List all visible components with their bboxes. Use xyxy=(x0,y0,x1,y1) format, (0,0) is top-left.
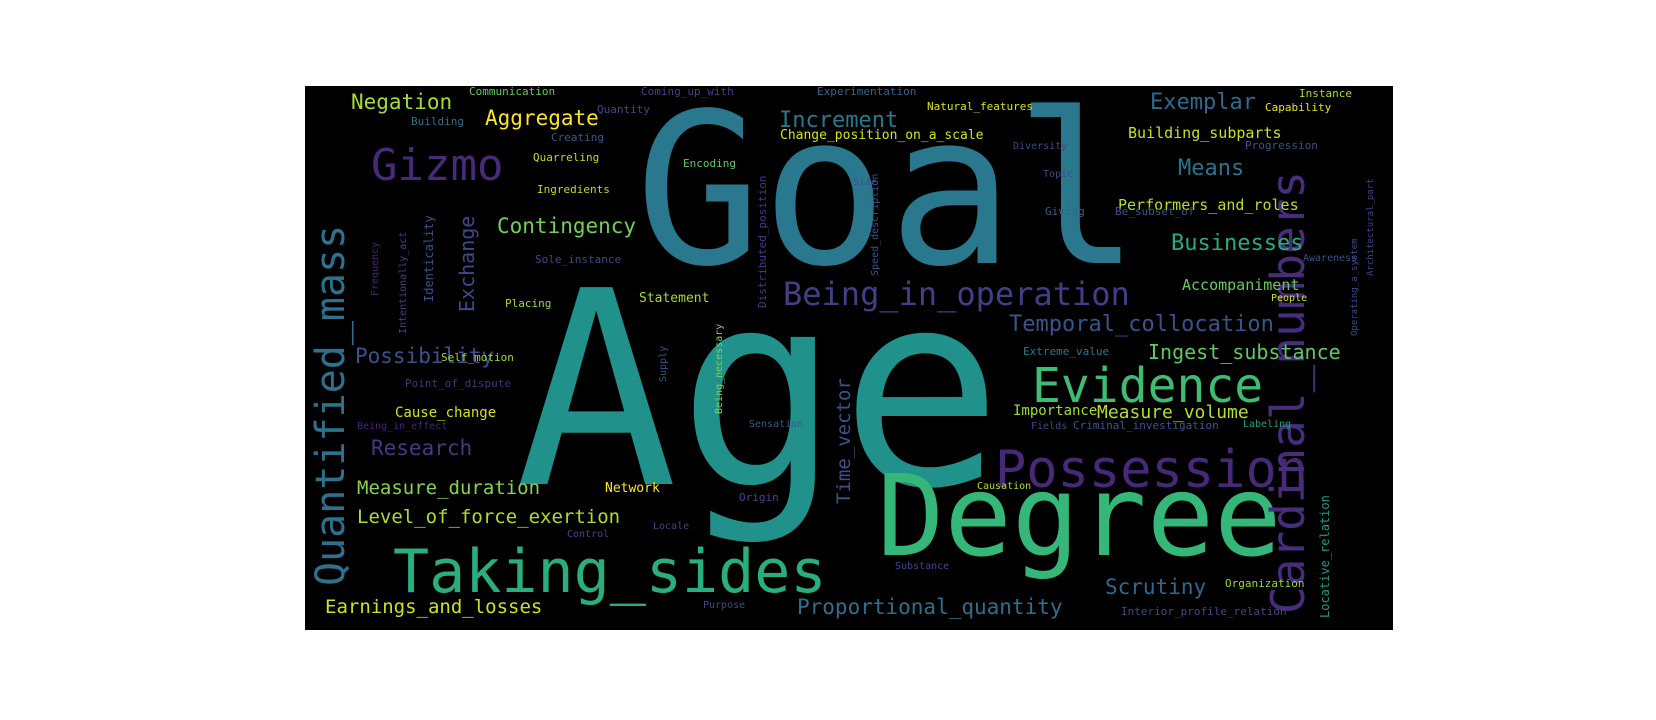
word-building: Building xyxy=(411,115,464,128)
word-intentionally-act: Intentionally_act xyxy=(398,231,409,334)
word-placing: Placing xyxy=(505,297,552,310)
word-being-in-operation: Being_in_operation xyxy=(783,275,1130,313)
word-causation: Causation xyxy=(977,481,1032,492)
word-operating-a-system: Operating_a_system xyxy=(1350,238,1360,336)
word-substance: Substance xyxy=(895,561,950,572)
word-gizmo: Gizmo xyxy=(371,140,504,191)
word-giving: Giving xyxy=(1045,205,1085,218)
word-extreme-value: Extreme_value xyxy=(1023,345,1110,358)
word-capability: Capability xyxy=(1265,101,1332,114)
word-interior-profile-relation: Interior_profile_relation xyxy=(1121,605,1287,618)
word-performers-and-roles: Performers_and_roles xyxy=(1118,196,1299,214)
word-scrutiny: Scrutiny xyxy=(1105,575,1207,599)
word-goal: Goal xyxy=(635,86,1141,313)
word-communication: Communication xyxy=(469,86,556,98)
word-be-subset-of: Be_subset_of xyxy=(1115,205,1195,218)
word-measure-volume: Measure_volume xyxy=(1097,402,1249,423)
word-cloud: Age Goal Degree Taking_sides Possession … xyxy=(305,86,1393,630)
word-progression: Progression xyxy=(1245,139,1318,152)
word-natural-features: Natural_features xyxy=(927,100,1033,113)
word-exemplar: Exemplar xyxy=(1150,90,1256,115)
word-network: Network xyxy=(605,481,660,496)
word-possibility: Possibility xyxy=(355,344,495,368)
word-encoding: Encoding xyxy=(683,157,736,170)
word-temporal-collocation: Temporal_collocation xyxy=(1009,312,1274,337)
word-labeling: Labeling xyxy=(1243,419,1292,430)
word-building-subparts: Building_subparts xyxy=(1128,124,1282,142)
word-control: Control xyxy=(567,529,610,540)
word-diversity: Diversity xyxy=(1013,141,1068,152)
word-origin: Origin xyxy=(739,491,779,504)
word-negation: Negation xyxy=(351,90,453,114)
word-experimentation: Experimentation xyxy=(817,86,917,98)
word-size: Size xyxy=(853,177,878,188)
word-exchange: Exchange xyxy=(455,215,479,312)
word-purpose: Purpose xyxy=(703,600,746,611)
word-research: Research xyxy=(371,436,473,460)
word-level-of-force-exertion: Level_of_force_exertion xyxy=(357,506,621,528)
word-aggregate: Aggregate xyxy=(485,106,599,130)
word-topic: Topic xyxy=(1043,169,1074,180)
word-quantity: Quantity xyxy=(597,103,650,116)
word-taking-sides: Taking_sides xyxy=(393,537,827,607)
word-awareness: Awareness xyxy=(1303,253,1358,264)
word-sensation: Sensation xyxy=(749,419,804,430)
word-sole-instance: Sole_instance xyxy=(535,253,622,266)
word-being-in-effect: Being_in_effect xyxy=(357,421,448,432)
word-possession: Possession xyxy=(995,440,1309,500)
word-architectural-part: Architectural_part xyxy=(1366,178,1376,276)
word-locale: Locale xyxy=(653,521,690,532)
word-contingency: Contingency xyxy=(497,214,637,238)
word-being-necessary: Being_necessary xyxy=(714,323,725,414)
word-organization: Organization xyxy=(1225,577,1305,590)
word-degree: Degree xyxy=(877,452,1282,582)
word-point-of-dispute: Point_of_dispute xyxy=(405,377,511,390)
word-cause-change: Cause_change xyxy=(395,405,497,421)
word-coming-up-with: Coming_up_with xyxy=(641,86,734,98)
word-ingest-substance: Ingest_substance xyxy=(1148,340,1341,364)
word-ingredients: Ingredients xyxy=(537,183,610,196)
word-speed-description: Speed_description xyxy=(870,173,881,276)
word-measure-duration: Measure_duration xyxy=(357,477,541,499)
word-distributed-position: Distributed_position xyxy=(756,175,769,308)
word-people: People xyxy=(1271,293,1308,304)
word-increment: Increment xyxy=(779,108,899,133)
word-criminal-investigation: Criminal_investigation xyxy=(1073,419,1219,432)
word-fields: Fields xyxy=(1031,421,1068,432)
word-earnings-and-losses: Earnings_and_losses xyxy=(325,596,543,618)
word-frequency: Frequency xyxy=(370,241,381,296)
word-self-motion: Self_motion xyxy=(441,351,514,364)
word-locative-relation: Locative_relation xyxy=(1318,495,1332,618)
word-evidence: Evidence xyxy=(1032,358,1264,414)
word-means: Means xyxy=(1178,156,1245,181)
word-creating: Creating xyxy=(551,131,604,144)
word-time-vector: Time_vector xyxy=(833,378,855,504)
word-statement: Statement xyxy=(639,291,710,306)
word-age: Age xyxy=(515,233,1003,548)
word-instance: Instance xyxy=(1299,87,1352,100)
word-change-position-on-a-scale: Change_position_on_a_scale xyxy=(780,128,984,143)
word-identicality: Identicality xyxy=(422,215,436,302)
word-quantified-mass: Quantified_mass xyxy=(308,224,354,586)
word-supply: Supply xyxy=(658,345,669,382)
word-accompaniment: Accompaniment xyxy=(1182,276,1300,294)
word-proportional-quantity: Proportional_quantity xyxy=(797,595,1063,619)
word-importance: Importance xyxy=(1013,403,1098,419)
word-quarreling: Quarreling xyxy=(533,151,600,164)
word-businesses: Businesses xyxy=(1171,231,1304,256)
